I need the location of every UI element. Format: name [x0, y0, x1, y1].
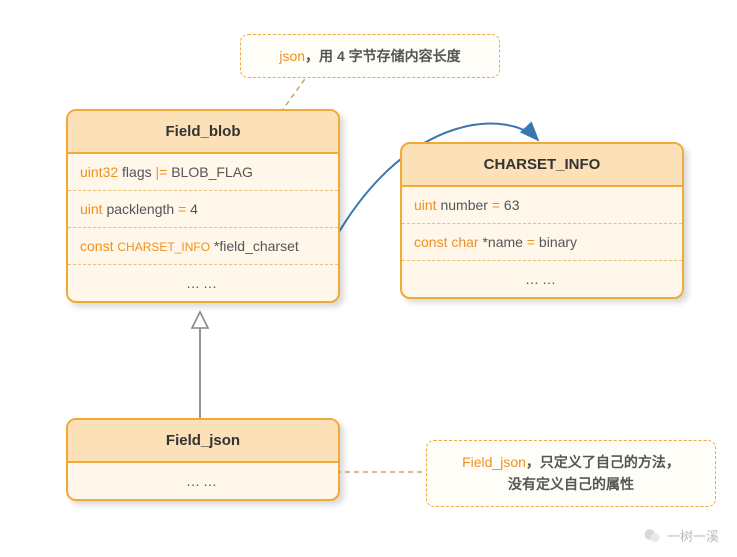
class-attribute: const char *name = binary [402, 223, 682, 260]
class-attribute: uint packlength = 4 [68, 190, 338, 227]
class-field-blob: Field_blob uint32 flags |= BLOB_FLAGuint… [66, 109, 340, 303]
class-attribute: uint number = 63 [402, 187, 682, 223]
callout-json-storage: json，用 4 字节存储内容长度 [240, 34, 500, 78]
class-title: Field_blob [68, 111, 338, 154]
wechat-icon [643, 527, 661, 545]
callout-field-json-note: Field_json，只定义了自己的方法， 没有定义自己的属性 [426, 440, 716, 507]
kw: Field_json [462, 454, 526, 470]
class-attribute: …… [68, 264, 338, 301]
class-title: CHARSET_INFO [402, 144, 682, 187]
class-attribute: …… [68, 463, 338, 499]
class-attribute: uint32 flags |= BLOB_FLAG [68, 154, 338, 190]
class-charset-info: CHARSET_INFO uint number = 63const char … [400, 142, 684, 299]
class-attribute: const CHARSET_INFO *field_charset [68, 227, 338, 264]
class-title: Field_json [68, 420, 338, 463]
watermark: 一树一溪 [643, 526, 719, 545]
inherit-triangle [192, 312, 208, 328]
kw: json [279, 48, 305, 64]
class-attribute: …… [402, 260, 682, 297]
class-field-json: Field_json …… [66, 418, 340, 501]
